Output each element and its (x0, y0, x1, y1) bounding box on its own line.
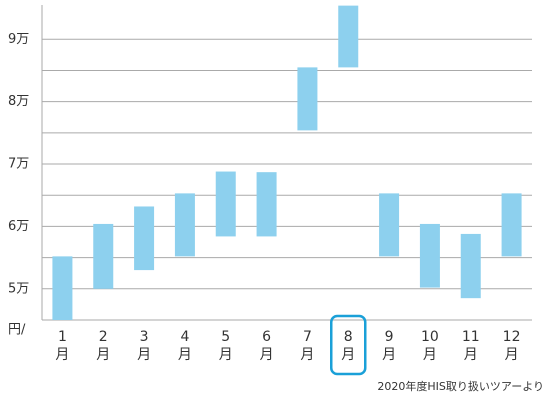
x-tick-label: 11 月 (462, 329, 480, 363)
range-bar (174, 193, 195, 257)
highlight-box (330, 314, 367, 376)
y-tick-label: 9万 (8, 32, 29, 47)
x-tick-label: 12 月 (503, 329, 521, 363)
y-tick-label: 8万 (8, 94, 29, 109)
range-bar (52, 256, 73, 320)
range-bar (134, 206, 155, 271)
range-bar (93, 223, 114, 289)
range-bar (501, 193, 522, 257)
range-bar (256, 172, 277, 237)
range-bar (460, 233, 481, 299)
range-bar (297, 67, 318, 131)
range-bar (338, 5, 359, 68)
y-tick-label: 6万 (8, 219, 29, 234)
source: 2020年度HIS取り扱いツアーより (377, 379, 544, 393)
range-bar (419, 223, 440, 288)
x-tick-label: 10 月 (421, 329, 439, 363)
range-bar (379, 193, 400, 257)
y-unit: 円/ (8, 323, 26, 338)
y-tick-label: 7万 (8, 157, 29, 172)
range-bar (215, 171, 236, 237)
y-tick-label: 5万 (8, 281, 29, 296)
